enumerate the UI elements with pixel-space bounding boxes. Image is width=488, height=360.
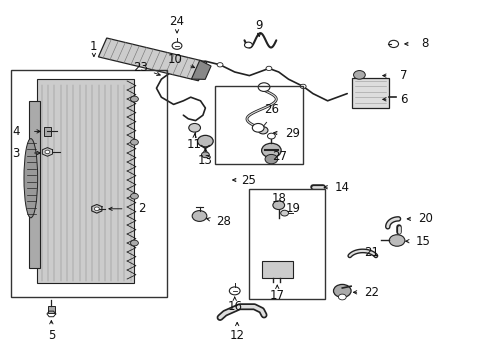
Circle shape [267,133,275,139]
Text: 24: 24 [169,15,184,28]
Text: 13: 13 [198,154,212,167]
Bar [249,189,325,299]
Circle shape [130,193,138,199]
Text: 29: 29 [285,127,299,140]
Text: 8: 8 [421,37,428,50]
Circle shape [300,84,305,89]
FancyBboxPatch shape [43,127,51,136]
Text: 11: 11 [187,138,202,150]
Circle shape [261,143,281,158]
Circle shape [217,63,223,67]
Text: 14: 14 [334,181,349,194]
Text: 19: 19 [285,202,300,215]
Text: 3: 3 [12,147,20,159]
Circle shape [353,71,365,79]
Bar [215,86,303,164]
Text: 12: 12 [229,329,244,342]
Circle shape [130,240,138,246]
Text: 4: 4 [12,125,20,138]
Circle shape [45,150,50,154]
Circle shape [94,207,99,211]
Circle shape [201,152,209,158]
Circle shape [244,42,252,48]
Polygon shape [98,38,206,81]
Text: 5: 5 [47,329,55,342]
Circle shape [197,135,213,147]
Text: 21: 21 [364,246,378,258]
Circle shape [388,40,398,48]
Text: 2: 2 [138,202,145,215]
Circle shape [130,139,138,145]
Text: 15: 15 [415,235,429,248]
Text: 17: 17 [269,289,284,302]
Text: 20: 20 [417,212,432,225]
Circle shape [252,123,264,132]
Text: 22: 22 [364,286,378,299]
Text: 7: 7 [399,69,407,82]
FancyBboxPatch shape [48,306,55,313]
Circle shape [333,284,350,297]
Circle shape [388,235,404,246]
Circle shape [192,211,206,221]
Circle shape [229,287,240,295]
Text: 6: 6 [399,93,407,106]
Circle shape [272,201,284,210]
Circle shape [258,127,267,134]
Text: 28: 28 [216,215,231,228]
Text: 1: 1 [90,40,98,53]
Text: 25: 25 [241,174,255,186]
Circle shape [172,42,182,49]
Circle shape [280,210,288,216]
Ellipse shape [24,139,38,218]
Text: 27: 27 [272,150,286,163]
Text: 23: 23 [133,61,148,74]
Bar [11,70,167,297]
Circle shape [264,154,277,164]
Polygon shape [191,60,211,79]
Text: 9: 9 [255,19,263,32]
FancyBboxPatch shape [261,261,293,278]
Text: 10: 10 [167,53,182,66]
FancyBboxPatch shape [351,78,388,108]
Circle shape [258,83,269,91]
FancyBboxPatch shape [29,101,40,268]
Circle shape [188,123,200,132]
FancyBboxPatch shape [37,79,134,283]
Circle shape [265,66,271,71]
Text: 16: 16 [227,300,242,313]
Text: 26: 26 [264,103,278,116]
Text: 18: 18 [271,192,285,205]
Circle shape [338,294,346,300]
Circle shape [130,96,138,102]
